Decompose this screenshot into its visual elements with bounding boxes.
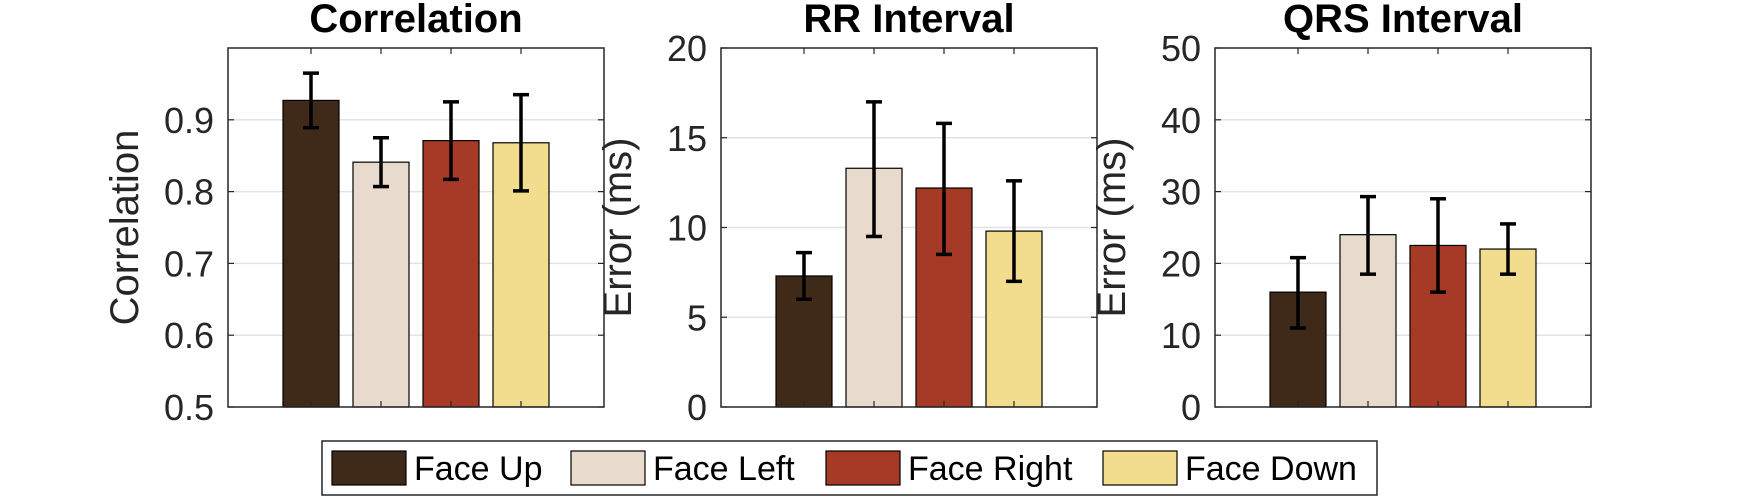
y-tick-label: 10 xyxy=(1161,315,1201,356)
legend-swatch-face-up xyxy=(331,450,407,486)
axes-box xyxy=(1214,47,1592,408)
panel-title: Correlation xyxy=(309,0,522,41)
legend-swatch-face-right xyxy=(825,450,901,486)
legend-label: Face Up xyxy=(414,450,543,488)
y-tick-label: 0 xyxy=(1181,387,1201,428)
y-tick-label: 50 xyxy=(1161,28,1201,69)
legend-label: Face Down xyxy=(1185,450,1357,488)
bar-face-right xyxy=(422,140,480,408)
legend: Face Up Face Left Face Right Face Down xyxy=(321,440,1378,496)
panel-title: QRS Interval xyxy=(1283,0,1523,41)
y-tick-label: 0 xyxy=(687,387,707,428)
y-tick-label: 10 xyxy=(667,208,707,249)
y-tick-label: 0.5 xyxy=(164,387,214,428)
y-tick-label: 0.7 xyxy=(164,243,214,284)
bar-face-left xyxy=(352,161,410,408)
panel-1: 0.5 0.6 0.7 0.8 0.9 Correlation Correlation xyxy=(103,0,605,428)
y-tick-label: 0.9 xyxy=(164,100,214,141)
y-tick-label: 40 xyxy=(1161,100,1201,141)
legend-swatch-face-down xyxy=(1102,450,1178,486)
legend-swatch-face-left xyxy=(570,450,646,486)
panel-title: RR Interval xyxy=(803,0,1014,41)
legend-label: Face Left xyxy=(653,450,795,488)
y-tick-label: 5 xyxy=(687,297,707,338)
y-axis-label: Error (ms) xyxy=(596,138,640,318)
y-tick-label: 30 xyxy=(1161,172,1201,213)
y-tick-label: 20 xyxy=(1161,243,1201,284)
y-tick-label: 20 xyxy=(667,28,707,69)
y-tick-label: 15 xyxy=(667,118,707,159)
panel-3: 0 10 20 30 40 50 QRS Interval Error (ms) xyxy=(1090,0,1592,428)
bar-face-up xyxy=(282,99,340,408)
y-tick-label: 0.6 xyxy=(164,315,214,356)
legend-label: Face Right xyxy=(908,450,1073,488)
panel-2: 0 5 10 15 20 RR Interval Error (ms) xyxy=(596,0,1098,428)
y-tick-label: 0.8 xyxy=(164,172,214,213)
y-axis-label: Correlation xyxy=(103,130,147,326)
axes-box xyxy=(720,47,1098,408)
y-axis-label: Error (ms) xyxy=(1090,138,1134,318)
axes-box xyxy=(227,47,605,408)
